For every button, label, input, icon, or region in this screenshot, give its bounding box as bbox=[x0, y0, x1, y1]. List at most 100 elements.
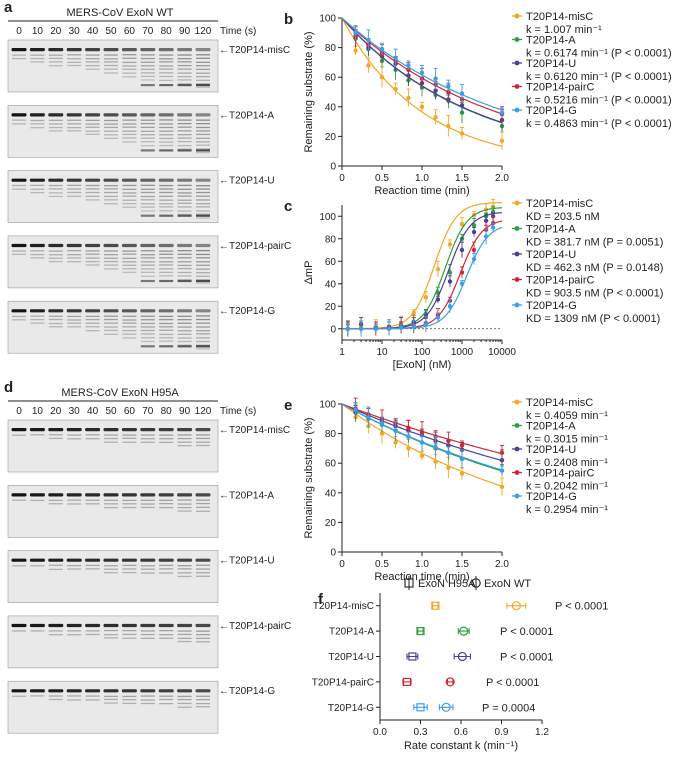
substrate-band bbox=[158, 309, 174, 313]
product-band bbox=[159, 261, 174, 263]
product-band bbox=[177, 195, 192, 197]
product-band bbox=[104, 130, 118, 132]
time-label-d-2: 20 bbox=[50, 406, 62, 417]
panel-b-point-G bbox=[459, 91, 465, 96]
panel-f-point-wt-U bbox=[457, 651, 467, 662]
substrate-band bbox=[85, 689, 101, 693]
product-band bbox=[196, 502, 210, 505]
product-band bbox=[196, 434, 210, 436]
product-band bbox=[85, 503, 100, 505]
product-band bbox=[30, 126, 45, 129]
panel-e-point-misC bbox=[379, 431, 385, 436]
product-band bbox=[85, 130, 100, 132]
substrate-band bbox=[177, 48, 193, 52]
substrate-band bbox=[29, 243, 45, 248]
substrate-label-a-0: ←T20P14-misC bbox=[219, 45, 290, 56]
product-band bbox=[159, 253, 174, 255]
product-band bbox=[122, 441, 137, 443]
substrate-band bbox=[195, 689, 211, 693]
product-band bbox=[196, 633, 210, 636]
substrate-band bbox=[48, 113, 64, 117]
panel-c-point-U bbox=[471, 229, 477, 235]
substrate-band bbox=[11, 309, 27, 313]
panel-f-point-wt-misC bbox=[511, 601, 521, 611]
product-band bbox=[104, 499, 118, 501]
product-band bbox=[159, 568, 174, 570]
product-band bbox=[122, 637, 137, 639]
substrate-band bbox=[158, 558, 174, 562]
substrate-band bbox=[121, 243, 137, 248]
product-band bbox=[177, 434, 192, 436]
substrate-band bbox=[195, 428, 211, 432]
product-band bbox=[85, 123, 100, 125]
product-band bbox=[104, 188, 118, 190]
product-band bbox=[196, 575, 210, 577]
product-band bbox=[196, 318, 210, 321]
panel-e-point-pairC bbox=[499, 450, 505, 456]
product-band bbox=[177, 257, 192, 259]
product-band bbox=[104, 137, 118, 139]
product-band bbox=[122, 199, 137, 201]
product-band bbox=[159, 637, 174, 639]
substrate-label-d-1: ←T20P14-A bbox=[219, 490, 274, 501]
product-band bbox=[177, 79, 192, 81]
product-band bbox=[30, 318, 45, 321]
product-band bbox=[196, 706, 210, 708]
product-band bbox=[159, 141, 174, 143]
panel-c-point-misC bbox=[459, 221, 465, 227]
substrate-band bbox=[85, 558, 101, 562]
product-band bbox=[30, 191, 45, 194]
product-band bbox=[140, 184, 155, 186]
substrate-band bbox=[121, 689, 137, 693]
panel-e-ytick-label: 100 bbox=[319, 400, 336, 411]
product-band bbox=[159, 68, 174, 70]
substrate-band bbox=[195, 243, 211, 248]
panel-e-legend-name-A: T20P14-A bbox=[526, 421, 576, 433]
panel-c-legend-name-G: T20P14-G bbox=[526, 300, 577, 312]
product-band bbox=[159, 326, 174, 328]
product-band bbox=[85, 133, 100, 136]
product-band bbox=[196, 340, 210, 343]
product-band bbox=[140, 79, 155, 81]
substrate-label-a-2: ←T20P14-U bbox=[219, 176, 275, 187]
substrate-band bbox=[48, 689, 64, 693]
product-band bbox=[122, 68, 137, 70]
product-band bbox=[122, 629, 137, 632]
product-band bbox=[67, 315, 82, 318]
product-band bbox=[85, 54, 100, 56]
panel-c-point-U bbox=[459, 247, 465, 253]
product-band bbox=[104, 191, 118, 194]
panel-b-point-G bbox=[379, 46, 385, 52]
product-band bbox=[48, 61, 63, 63]
product-band bbox=[12, 188, 26, 190]
product-band bbox=[196, 444, 210, 447]
product-band bbox=[196, 630, 210, 632]
product-band bbox=[122, 699, 137, 701]
panel-c-legend-stat-A: KD = 381.7 nM (P = 0.0051) bbox=[526, 237, 663, 249]
product-band bbox=[85, 322, 100, 324]
panel-c-legend-stat-U: KD = 462.3 nM (P = 0.0148) bbox=[526, 262, 663, 274]
product-band bbox=[140, 345, 155, 348]
product-band bbox=[140, 119, 155, 121]
time-label-a-0: 0 bbox=[16, 26, 22, 37]
substrate-band bbox=[121, 558, 137, 562]
product-band bbox=[67, 326, 82, 328]
product-band bbox=[122, 119, 137, 121]
product-band bbox=[122, 61, 137, 64]
panel-c-fit-A bbox=[342, 207, 503, 330]
product-band bbox=[196, 279, 210, 281]
substrate-band bbox=[121, 309, 137, 313]
product-band bbox=[12, 695, 26, 697]
product-band bbox=[159, 210, 174, 212]
product-band bbox=[140, 61, 155, 63]
product-band bbox=[177, 130, 192, 132]
panel-f-pvalue-U: P < 0.0001 bbox=[500, 652, 553, 664]
product-band bbox=[196, 83, 210, 85]
product-band bbox=[140, 84, 155, 87]
gel-title-a: MERS-CoV ExoN WT bbox=[67, 7, 174, 19]
time-label-a-9: 90 bbox=[179, 26, 191, 37]
product-band bbox=[140, 268, 155, 270]
product-band bbox=[159, 84, 174, 87]
product-band bbox=[104, 318, 118, 321]
